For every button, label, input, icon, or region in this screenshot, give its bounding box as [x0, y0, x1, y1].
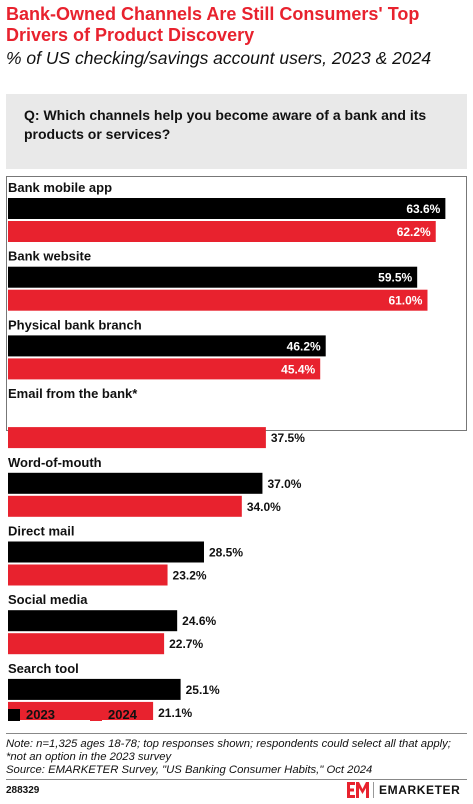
bar-2023-physical-bank-branch	[8, 335, 326, 357]
legend-label-2024: 2024	[108, 707, 137, 722]
notes-divider-bottom	[6, 779, 467, 780]
em-logo-icon	[347, 782, 369, 798]
source-line: Source: EMARKETER Survey, "US Banking Co…	[6, 764, 373, 776]
data-label-2024-word-of-mouth: 34.0%	[247, 500, 281, 514]
brand-name: EMARKETER	[379, 783, 461, 797]
legend-swatch-2023	[8, 709, 20, 721]
data-label-2024-social-media: 22.7%	[169, 637, 203, 651]
survey-question: Q: Which channels help you become aware …	[6, 94, 467, 169]
chart-title: Bank-Owned Channels Are Still Consumers'…	[6, 4, 420, 45]
bar-2024-search-tool	[8, 701, 154, 720]
category-label-bank-website: Bank website	[8, 249, 91, 264]
data-label-2023-social-media: 24.6%	[182, 614, 216, 628]
bar-2023-bank-mobile-app	[8, 198, 446, 219]
data-label-2023-word-of-mouth: 37.0%	[267, 477, 301, 491]
bar-chart: Bank mobile app 63.6% 62.2% Bank website 59.…	[8, 180, 446, 720]
data-label-2023-physical-bank-branch: 46.2%	[287, 339, 321, 353]
category-label-search-tool: Search tool	[8, 661, 79, 676]
emarketer-logo: EMARKETER	[347, 780, 467, 800]
category-label-bank-mobile-app: Bank mobile app	[8, 180, 112, 195]
notes: Note: n=1,325 ages 18-78; top responses …	[6, 738, 468, 777]
bar-2023-bank-website	[8, 266, 418, 288]
bar-2024-physical-bank-branch	[8, 358, 321, 380]
data-label-2023-bank-mobile-app: 63.6%	[406, 202, 440, 216]
bar-2024-bank-website	[8, 289, 428, 311]
bar-2024-word-of-mouth	[8, 495, 242, 517]
note-line: Note: n=1,325 ages 18-78; top responses …	[6, 738, 451, 750]
chart-id: 288329	[6, 785, 40, 796]
data-label-2024-bank-website: 61.0%	[388, 294, 422, 308]
data-label-2024-direct-mail: 23.2%	[173, 569, 207, 583]
data-label-2023-search-tool: 25.1%	[186, 683, 220, 697]
data-label-2024-bank-mobile-app: 62.2%	[397, 225, 431, 239]
chart-subtitle: % of US checking/savings account users, …	[6, 48, 432, 68]
legend-swatch-2024	[90, 709, 102, 721]
bar-2024-email-from-the-bank	[8, 427, 266, 449]
note-line: *not an option in the 2023 survey	[6, 751, 172, 763]
data-label-2024-email-from-the-bank: 37.5%	[271, 431, 305, 445]
bar-2024-social-media	[8, 633, 165, 655]
data-label-2023-bank-website: 59.5%	[378, 271, 412, 285]
logo-separator	[373, 782, 374, 798]
bar-2024-direct-mail	[8, 564, 168, 586]
category-label-social-media: Social media	[8, 592, 88, 607]
bar-2024-bank-mobile-app	[8, 221, 436, 242]
category-label-physical-bank-branch: Physical bank branch	[8, 317, 142, 332]
category-label-word-of-mouth: Word-of-mouth	[8, 455, 102, 470]
legend-label-2023: 2023	[26, 707, 55, 722]
category-label-email-from-the-bank: Email from the bank*	[8, 386, 138, 401]
data-label-2024-physical-bank-branch: 45.4%	[281, 362, 315, 376]
data-label-2023-direct-mail: 28.5%	[209, 546, 243, 560]
bar-2023-social-media	[8, 610, 178, 632]
notes-divider-top	[6, 733, 467, 734]
bar-2023-direct-mail	[8, 541, 204, 563]
bar-2023-search-tool	[8, 678, 181, 700]
category-label-direct-mail: Direct mail	[8, 524, 74, 539]
data-label-2024-search-tool: 21.1%	[158, 706, 192, 720]
bar-2023-word-of-mouth	[8, 472, 263, 494]
